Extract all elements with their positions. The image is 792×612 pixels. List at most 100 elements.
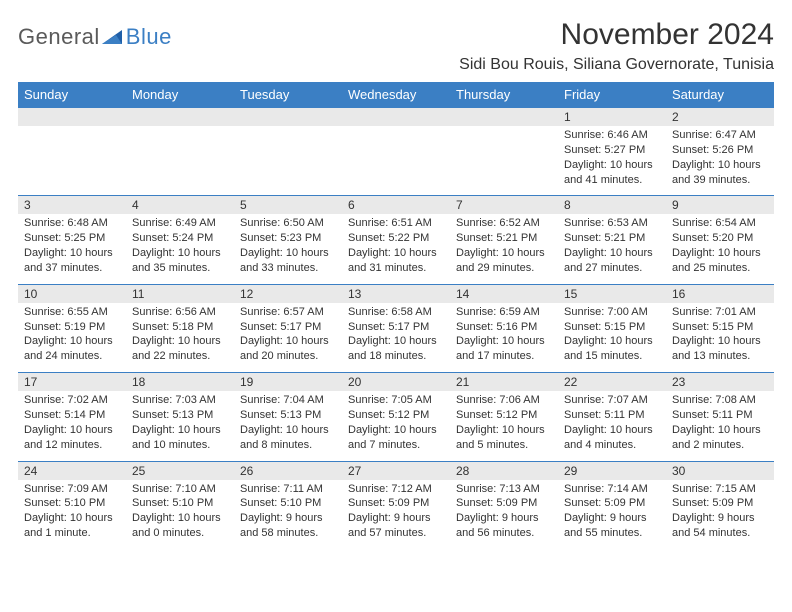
sunrise-text: Sunrise: 7:07 AM: [564, 393, 660, 408]
sunset-text: Sunset: 5:21 PM: [564, 231, 660, 246]
day-cell-info: Sunrise: 6:52 AMSunset: 5:21 PMDaylight:…: [450, 214, 558, 284]
sunrise-text: Sunrise: 6:52 AM: [456, 216, 552, 231]
daylight-text: Daylight: 10 hours and 0 minutes.: [132, 511, 228, 541]
day-cell-number: 9: [666, 196, 774, 215]
daylight-text: Daylight: 10 hours and 10 minutes.: [132, 423, 228, 453]
logo-triangle-icon: [102, 28, 124, 46]
sunrise-text: Sunrise: 7:03 AM: [132, 393, 228, 408]
sunrise-text: Sunrise: 7:11 AM: [240, 482, 336, 497]
day-cell-number: 7: [450, 196, 558, 215]
day-header-row: Sunday Monday Tuesday Wednesday Thursday…: [18, 82, 774, 108]
day-cell-info: Sunrise: 7:01 AMSunset: 5:15 PMDaylight:…: [666, 303, 774, 373]
sunset-text: Sunset: 5:09 PM: [672, 496, 768, 511]
day-cell-number: 11: [126, 284, 234, 303]
sunset-text: Sunset: 5:09 PM: [564, 496, 660, 511]
day-header: Wednesday: [342, 82, 450, 108]
day-number: 20: [342, 373, 450, 391]
day-number: 4: [126, 196, 234, 214]
daylight-text: Daylight: 10 hours and 39 minutes.: [672, 158, 768, 188]
day-header: Sunday: [18, 82, 126, 108]
day-cell-info: Sunrise: 6:48 AMSunset: 5:25 PMDaylight:…: [18, 214, 126, 284]
day-cell-info: Sunrise: 7:13 AMSunset: 5:09 PMDaylight:…: [450, 480, 558, 549]
day-cell-info: [234, 126, 342, 196]
sunset-text: Sunset: 5:10 PM: [240, 496, 336, 511]
day-number: 15: [558, 285, 666, 303]
daylight-text: Daylight: 10 hours and 22 minutes.: [132, 334, 228, 364]
daylight-text: Daylight: 10 hours and 8 minutes.: [240, 423, 336, 453]
sunset-text: Sunset: 5:25 PM: [24, 231, 120, 246]
daylight-text: Daylight: 10 hours and 20 minutes.: [240, 334, 336, 364]
day-cell-info: Sunrise: 7:06 AMSunset: 5:12 PMDaylight:…: [450, 391, 558, 461]
day-header: Thursday: [450, 82, 558, 108]
day-cell-info: [342, 126, 450, 196]
day-cell-number: 30: [666, 461, 774, 480]
day-header: Tuesday: [234, 82, 342, 108]
daylight-text: Daylight: 10 hours and 1 minute.: [24, 511, 120, 541]
sunrise-text: Sunrise: 6:55 AM: [24, 305, 120, 320]
day-cell-info: Sunrise: 7:03 AMSunset: 5:13 PMDaylight:…: [126, 391, 234, 461]
daylight-text: Daylight: 10 hours and 41 minutes.: [564, 158, 660, 188]
day-number: 2: [666, 108, 774, 126]
sunset-text: Sunset: 5:14 PM: [24, 408, 120, 423]
day-cell-info: Sunrise: 7:07 AMSunset: 5:11 PMDaylight:…: [558, 391, 666, 461]
day-cell-info: Sunrise: 6:59 AMSunset: 5:16 PMDaylight:…: [450, 303, 558, 373]
sunset-text: Sunset: 5:09 PM: [348, 496, 444, 511]
daylight-text: Daylight: 10 hours and 27 minutes.: [564, 246, 660, 276]
sunset-text: Sunset: 5:12 PM: [348, 408, 444, 423]
sunrise-text: Sunrise: 7:13 AM: [456, 482, 552, 497]
daylight-text: Daylight: 10 hours and 17 minutes.: [456, 334, 552, 364]
day-header: Monday: [126, 82, 234, 108]
day-cell-info: Sunrise: 7:15 AMSunset: 5:09 PMDaylight:…: [666, 480, 774, 549]
sunset-text: Sunset: 5:10 PM: [24, 496, 120, 511]
sunrise-text: Sunrise: 6:57 AM: [240, 305, 336, 320]
day-cell-info: Sunrise: 6:57 AMSunset: 5:17 PMDaylight:…: [234, 303, 342, 373]
day-cell-number: 17: [18, 373, 126, 392]
daylight-text: Daylight: 10 hours and 15 minutes.: [564, 334, 660, 364]
day-cell-number: 13: [342, 284, 450, 303]
day-cell-info: Sunrise: 7:05 AMSunset: 5:12 PMDaylight:…: [342, 391, 450, 461]
day-cell-info: [450, 126, 558, 196]
logo: General Blue: [18, 18, 172, 50]
sunrise-text: Sunrise: 7:01 AM: [672, 305, 768, 320]
day-number: 19: [234, 373, 342, 391]
sunrise-text: Sunrise: 7:15 AM: [672, 482, 768, 497]
day-cell-info: Sunrise: 7:04 AMSunset: 5:13 PMDaylight:…: [234, 391, 342, 461]
info-row: Sunrise: 6:48 AMSunset: 5:25 PM Daylight:…: [18, 214, 774, 284]
daynum-row: 17181920212223: [18, 373, 774, 392]
day-number: 26: [234, 462, 342, 480]
info-row: Sunrise: 7:09 AMSunset: 5:10 PMDaylight:…: [18, 480, 774, 549]
day-number: 14: [450, 285, 558, 303]
day-cell-info: Sunrise: 7:09 AMSunset: 5:10 PMDaylight:…: [18, 480, 126, 549]
sunrise-text: Sunrise: 6:47 AM: [672, 128, 768, 143]
day-number: 30: [666, 462, 774, 480]
sunrise-text: Sunrise: 6:51 AM: [348, 216, 444, 231]
day-cell-number: 22: [558, 373, 666, 392]
day-number: 10: [18, 285, 126, 303]
sunset-text: Sunset: 5:10 PM: [132, 496, 228, 511]
day-cell-info: [18, 126, 126, 196]
day-cell-number: 15: [558, 284, 666, 303]
sunset-text: Sunset: 5:17 PM: [240, 320, 336, 335]
info-row: Sunrise: 6:46 AMSunset: 5:27 PMDaylight:…: [18, 126, 774, 196]
day-cell-number: 20: [342, 373, 450, 392]
day-number: 23: [666, 373, 774, 391]
daylight-text: Daylight: 10 hours and 4 minutes.: [564, 423, 660, 453]
sunset-text: Sunset: 5:13 PM: [132, 408, 228, 423]
day-cell-number: 16: [666, 284, 774, 303]
day-cell-number: [342, 108, 450, 127]
sunset-text: Sunset: 5:11 PM: [564, 408, 660, 423]
sunset-text: Sunset: 5:13 PM: [240, 408, 336, 423]
logo-text-general: General: [18, 24, 100, 50]
sunset-text: Sunset: 5:27 PM: [564, 143, 660, 158]
daylight-text: Daylight: 9 hours and 57 minutes.: [348, 511, 444, 541]
day-cell-number: 14: [450, 284, 558, 303]
daylight-text: Daylight: 10 hours and 18 minutes.: [348, 334, 444, 364]
sunset-text: Sunset: 5:18 PM: [132, 320, 228, 335]
day-header: Saturday: [666, 82, 774, 108]
daylight-text: Daylight: 9 hours and 56 minutes.: [456, 511, 552, 541]
day-number: 25: [126, 462, 234, 480]
sunrise-text: Sunrise: 7:08 AM: [672, 393, 768, 408]
day-cell-info: Sunrise: 7:08 AMSunset: 5:11 PMDaylight:…: [666, 391, 774, 461]
day-number: 22: [558, 373, 666, 391]
sunrise-text: Sunrise: 6:48 AM: [24, 216, 120, 231]
